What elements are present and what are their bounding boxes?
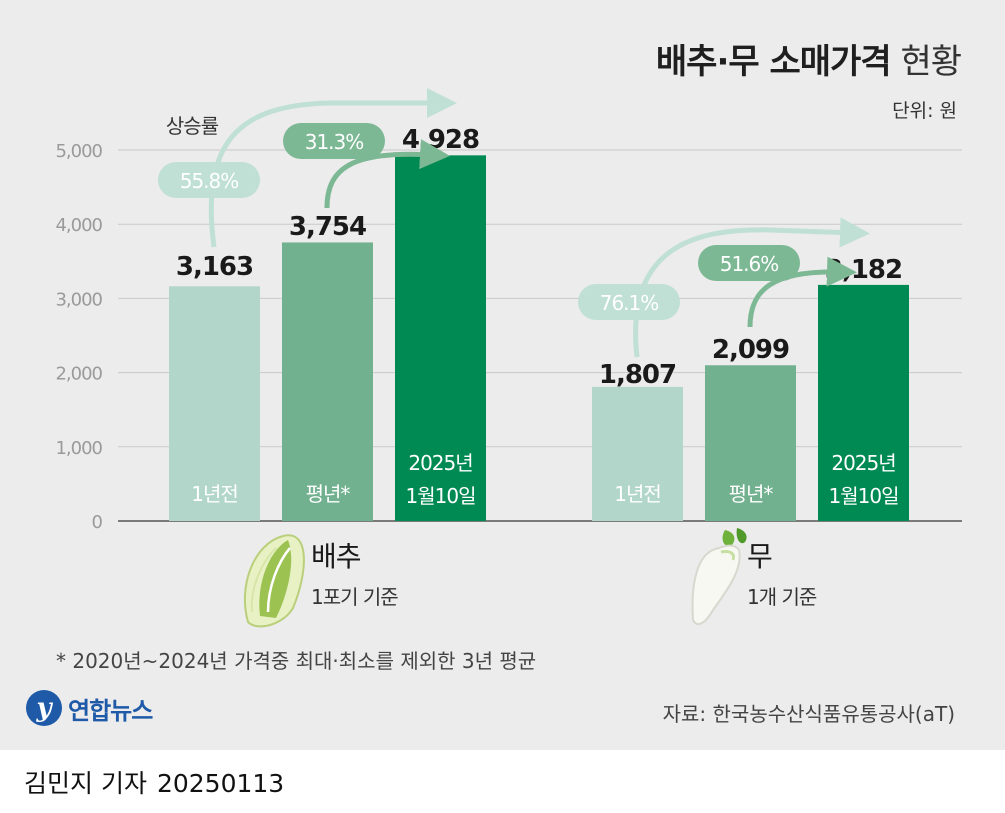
- increase-label: 상승률: [166, 114, 219, 138]
- bar-chart: 0 1,000 2,000 3,000 4,000 5,000 3,163 1년전 3,754 평…: [55, 88, 962, 628]
- radish-icon: [691, 528, 747, 626]
- yonhap-logo-text: 연합뉴스: [68, 696, 153, 725]
- increase-pill-vs-prev: [578, 284, 680, 320]
- bar-label: 1년전: [191, 482, 238, 506]
- increase-arrow-vs-avg: [324, 139, 450, 209]
- data-label: 4,928: [402, 125, 479, 155]
- item-name: 배추: [311, 540, 361, 573]
- y-tick-label: 3,000: [55, 289, 102, 310]
- increase-value-vs-prev: 76.1%: [600, 291, 659, 315]
- radish-leaf: [722, 530, 735, 547]
- footnote: * 2020년~2024년 가격중 최대·최소를 제외한 3년 평균: [56, 649, 537, 673]
- radish-body: [691, 544, 741, 626]
- increase-value-vs-avg: 31.3%: [305, 130, 364, 154]
- y-tick-label: 4,000: [55, 215, 102, 236]
- increase-pill-vs-avg: [698, 245, 800, 281]
- yonhap-logo-icon: y: [26, 690, 62, 726]
- data-label: 2,099: [712, 335, 789, 365]
- increase-pill-vs-prev: [158, 162, 260, 198]
- data-label: 3,754: [289, 212, 366, 242]
- item-basis: 1개 기준: [747, 585, 817, 609]
- increase-value-vs-avg: 51.6%: [720, 252, 779, 276]
- increase-arrow-vs-avg: [747, 256, 857, 328]
- byline-date: 20250113: [156, 769, 285, 798]
- source-note: 자료: 한국농수산식품유통공사(aT): [662, 702, 955, 726]
- increase-arrow-vs-prev: [208, 88, 457, 248]
- bar-label: 평년*: [729, 482, 774, 506]
- cabbage-rib: [250, 547, 277, 613]
- bar-label: 1월10일: [829, 484, 899, 508]
- bar-label: 2025년: [408, 451, 472, 475]
- data-label: 1,807: [599, 360, 676, 390]
- bar-label: 1년전: [614, 482, 661, 506]
- increase-value-vs-prev: 55.8%: [180, 169, 239, 193]
- chart-title-bold: 배추·무 소매가격: [655, 42, 892, 82]
- y-tick-label: 0: [92, 512, 103, 533]
- cabbage-icon: [243, 534, 305, 628]
- bar-prev: [169, 286, 260, 521]
- bar-prev: [592, 386, 683, 521]
- data-label: 3,163: [176, 252, 253, 282]
- bar-label: 평년*: [306, 482, 351, 506]
- chart-title: 배추·무 소매가격 현황: [655, 34, 962, 83]
- item-name: 무: [747, 540, 772, 573]
- bar-curr: [818, 284, 909, 521]
- y-tick-label: 5,000: [55, 141, 102, 162]
- y-tick-label: 2,000: [55, 364, 102, 385]
- bar-label: 1월10일: [406, 484, 476, 508]
- item-basis: 1포기 기준: [311, 585, 398, 609]
- chart-title-light: 현황: [900, 42, 962, 82]
- radish-leaf: [736, 528, 747, 544]
- bar-curr: [395, 155, 486, 521]
- radish-top: [720, 550, 735, 561]
- unit-label: 단위: 원: [892, 100, 957, 122]
- cabbage-rib: [266, 547, 291, 613]
- reporter-name: 김민지 기자: [24, 769, 147, 798]
- bar-avg: [705, 365, 796, 521]
- bar-avg: [282, 242, 373, 522]
- byline: 김민지 기자 20250113: [24, 764, 284, 800]
- bar-label: 2025년: [831, 451, 895, 475]
- y-tick-label: 1,000: [55, 438, 102, 459]
- increase-pill-vs-avg: [283, 123, 385, 159]
- yonhap-logo: y 연합뉴스: [26, 690, 153, 726]
